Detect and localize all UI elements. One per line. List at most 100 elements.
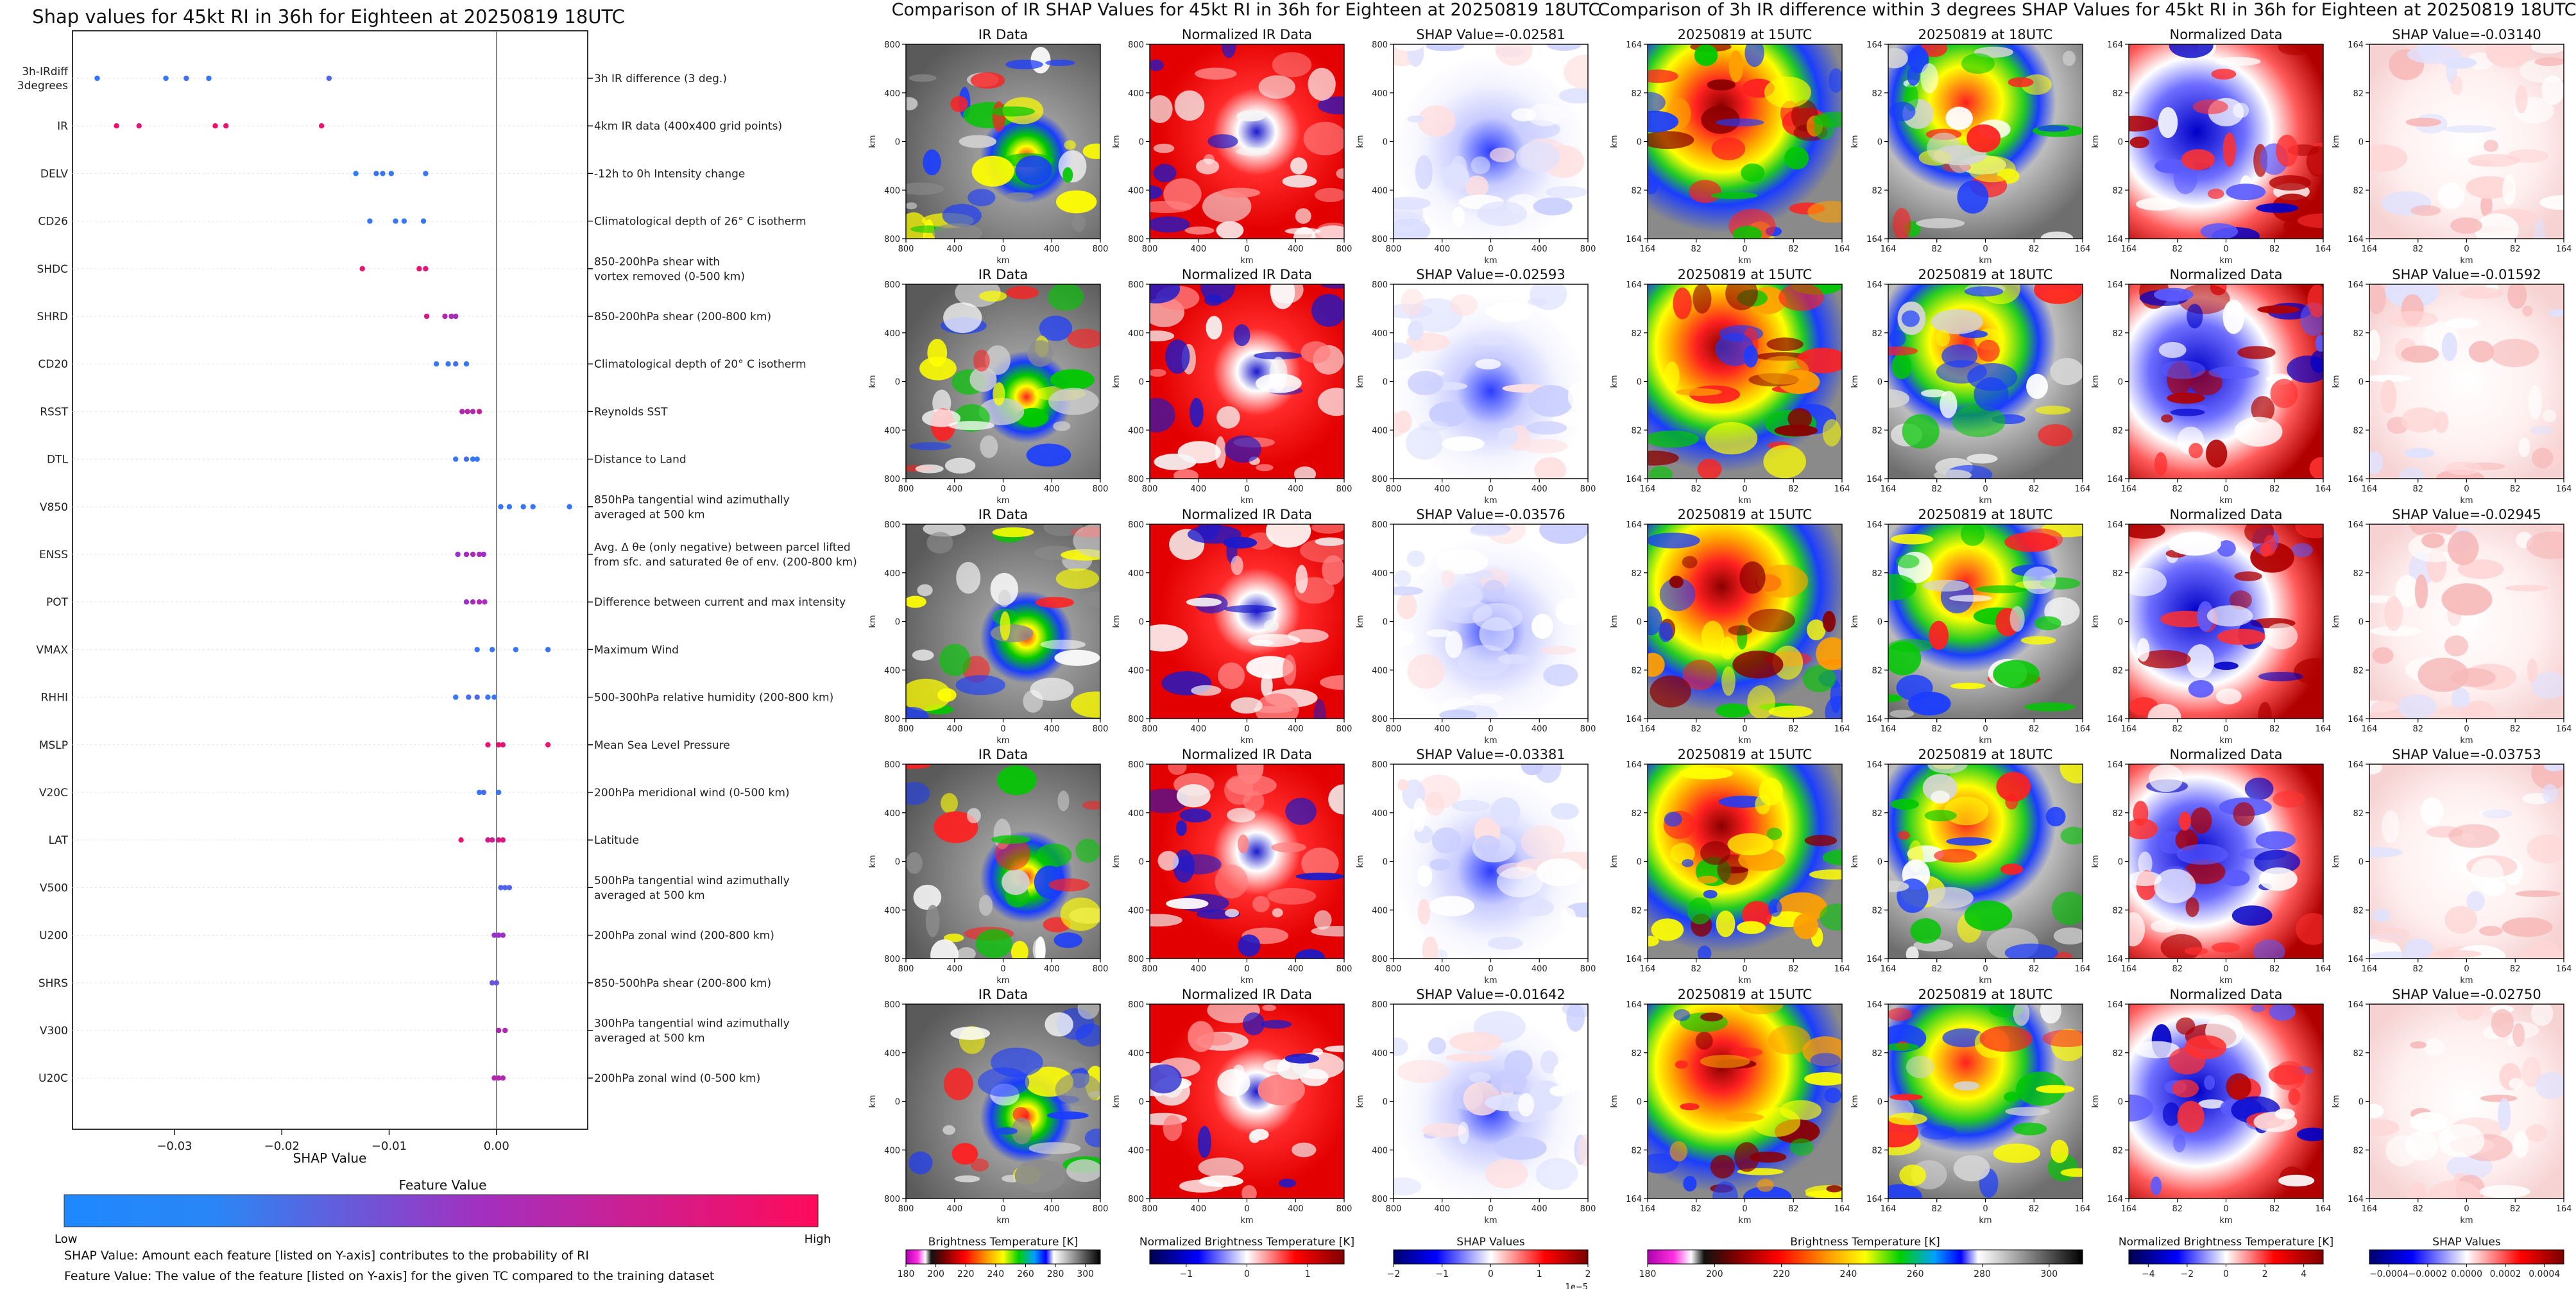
image-texture-blob xyxy=(1648,450,1679,466)
panel-x-tick-label: 800 xyxy=(1336,964,1352,974)
panel-x-tick-label: 164 xyxy=(2121,484,2137,494)
image-texture-blob xyxy=(991,835,1031,844)
x-axis-tick-label: 0.00 xyxy=(484,1140,509,1153)
image-texture-blob xyxy=(1394,570,1412,587)
image-texture-blob xyxy=(2153,287,2194,302)
image-texture-blob xyxy=(2372,647,2394,664)
image-texture-blob xyxy=(1011,1117,1032,1145)
image-texture-blob xyxy=(1950,682,1986,690)
image-texture-blob xyxy=(1470,337,1515,346)
colorbar-ramp xyxy=(1149,1249,1345,1265)
image-texture-blob xyxy=(1408,320,1424,341)
panel-image xyxy=(2129,1004,2323,1199)
feature-description-label: 200hPa zonal wind (0-500 km) xyxy=(594,1072,760,1085)
image-texture-blob xyxy=(2532,447,2554,468)
colorbar-tick-label: 300 xyxy=(2040,1269,2058,1279)
panel-x-tick-label: 82 xyxy=(2172,244,2183,254)
image-texture-blob xyxy=(2278,44,2314,56)
image-texture-blob xyxy=(2276,134,2299,167)
panel-x-tick-label: 0 xyxy=(2464,964,2469,974)
image-texture-blob xyxy=(2370,699,2405,719)
image-texture-blob xyxy=(2278,1174,2315,1187)
panel-y-tick-label: 0 xyxy=(1877,1098,1882,1107)
colorbar-ramp xyxy=(2369,1249,2564,1265)
image-texture-blob xyxy=(2004,943,2058,959)
panel-image xyxy=(1394,524,1588,719)
colorbar-tick-label: 200 xyxy=(927,1269,944,1279)
image-texture-blob xyxy=(2153,868,2196,903)
image-texture-blob xyxy=(1043,524,1083,536)
image-texture-blob xyxy=(2294,658,2323,685)
image-texture-blob xyxy=(2149,764,2183,792)
image-texture-blob xyxy=(1759,777,1783,806)
image-texture-blob xyxy=(2034,284,2083,304)
panel-title: 20250819 at 15UTC xyxy=(1678,987,1813,1002)
panel-y-tick-label: 800 xyxy=(1128,1000,1144,1010)
image-texture-blob xyxy=(1979,1025,2033,1052)
panel-image xyxy=(1150,764,1344,959)
image-texture-blob xyxy=(1258,1074,1305,1105)
image-texture-blob xyxy=(1407,44,1424,67)
panel-x-tick-label: 400 xyxy=(1190,484,1206,494)
image-texture-blob xyxy=(2521,1057,2541,1088)
image-texture-blob xyxy=(2296,913,2323,945)
panel-y-tick-label: 800 xyxy=(1128,1195,1144,1204)
image-texture-blob xyxy=(1650,675,1691,708)
feature-colorbar-high-label: High xyxy=(805,1233,831,1246)
image-texture-blob xyxy=(1235,147,1270,156)
panel-y-tick-label: 400 xyxy=(1128,1049,1144,1059)
image-texture-blob xyxy=(1075,839,1100,863)
image-texture-blob xyxy=(1888,346,1918,356)
image-texture-blob xyxy=(1826,1185,1842,1193)
image-texture-blob xyxy=(2217,628,2266,645)
image-texture-blob xyxy=(1231,697,1263,714)
panel-y-tick-label: 800 xyxy=(1372,1000,1388,1010)
shap-point xyxy=(470,456,476,462)
shap-value-footnote: SHAP Value: Amount each feature [listed … xyxy=(64,1249,589,1263)
shap-point xyxy=(495,789,502,796)
panel-x-tick-label: 800 xyxy=(1142,964,1158,974)
panel-y-tick-label: 82 xyxy=(1872,809,1882,819)
panel-x-tick-label: 82 xyxy=(2412,1204,2423,1214)
shap-point xyxy=(423,171,429,176)
image-texture-blob xyxy=(1397,779,1409,791)
panel-x-tick-label: 82 xyxy=(1931,1204,1942,1214)
image-texture-blob xyxy=(1291,1142,1317,1157)
image-texture-blob xyxy=(1927,764,1968,774)
image-texture-blob xyxy=(1224,605,1277,613)
panel-title: Normalized IR Data xyxy=(1182,987,1312,1002)
image-texture-blob xyxy=(1975,585,2029,593)
panel-x-tick-label: 800 xyxy=(898,244,914,254)
image-texture-blob xyxy=(2529,940,2560,959)
panel-y-tick-label: 0 xyxy=(2118,138,2123,148)
panel-x-tick-label: 0 xyxy=(1000,724,1005,734)
image-texture-blob xyxy=(2385,1134,2419,1166)
image-texture-blob xyxy=(956,561,981,594)
image-texture-blob xyxy=(1469,1071,1491,1083)
panel-x-axis-label: km xyxy=(1979,496,1992,506)
image-texture-blob xyxy=(2395,575,2419,607)
panel-x-tick-label: 82 xyxy=(2269,1204,2280,1214)
panel-x-tick-label: 164 xyxy=(2121,244,2137,254)
panel-x-tick-label: 164 xyxy=(2075,1204,2091,1214)
panel-image xyxy=(1150,284,1344,479)
panel-y-tick-label: 400 xyxy=(1372,426,1388,436)
image-texture-blob xyxy=(2462,833,2475,842)
image-texture-blob xyxy=(2410,205,2441,216)
panel-title: SHAP Value=-0.03381 xyxy=(1416,747,1565,762)
image-texture-blob xyxy=(1397,1059,1449,1083)
panel-x-axis-label: km xyxy=(2219,976,2232,986)
panel-x-axis-label: km xyxy=(996,256,1009,266)
image-texture-blob xyxy=(2530,1004,2554,1027)
panel-x-tick-label: 82 xyxy=(2510,1204,2521,1214)
image-texture-blob xyxy=(1763,445,1806,479)
image-texture-blob xyxy=(1705,422,1758,455)
panel-title: 20250819 at 18UTC xyxy=(1918,747,2053,762)
shap-point xyxy=(500,742,506,748)
colorbar-tick-label: 0 xyxy=(1488,1269,1494,1279)
image-texture-blob xyxy=(1920,1125,1957,1140)
image-texture-blob xyxy=(1488,936,1523,950)
panel-x-tick-label: 800 xyxy=(1386,484,1402,494)
image-texture-blob xyxy=(1035,597,1075,608)
panel-y-tick-label: 82 xyxy=(1872,426,1882,436)
